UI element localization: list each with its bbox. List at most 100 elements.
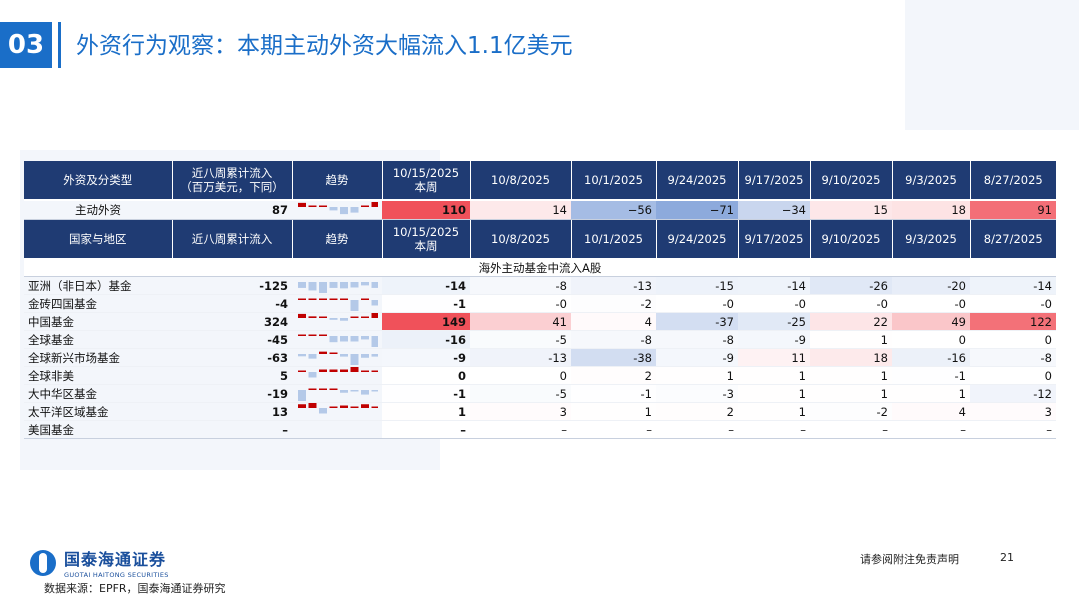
weekly-flow-value: 2 xyxy=(571,366,656,385)
weekly-flow-value: – xyxy=(382,420,470,439)
column-header: 9/17/2025 xyxy=(738,219,811,260)
trend-sparkline xyxy=(298,298,378,311)
trend-bar xyxy=(361,205,369,207)
trend-cell xyxy=(292,330,382,349)
weekly-flow-value: -9 xyxy=(738,330,810,349)
weekly-flow-value: 91 xyxy=(970,200,1056,220)
trend-bar xyxy=(329,282,338,288)
trend-bar xyxy=(361,282,369,286)
table-row: 太平洋区域基金 13 1 3 1 2 1 -2 4 3 xyxy=(24,402,1056,421)
weekly-flow-value: 11 xyxy=(738,348,810,367)
subheader-label: 海外主动基金中流入A股 xyxy=(24,259,1056,277)
column-header: 近八周累计流入 xyxy=(172,219,293,260)
weekly-flow-value: 2 xyxy=(656,402,738,421)
trend-bar xyxy=(361,336,369,340)
row-label: 全球新兴市场基金 xyxy=(24,348,172,367)
column-header: 国家与地区 xyxy=(24,219,173,260)
weekly-flow-value: 22 xyxy=(810,312,892,331)
weekly-flow-value: -1 xyxy=(382,294,470,313)
trend-sparkline xyxy=(298,403,378,414)
weekly-flow-value: 0 xyxy=(892,330,970,349)
trend-bar xyxy=(361,298,369,300)
column-header: 9/17/2025 xyxy=(738,161,811,201)
table-row: 全球新兴市场基金 -63 -9 -13 -38 -9 11 18 -16 -8 xyxy=(24,348,1056,367)
weekly-flow-value: -15 xyxy=(656,276,738,295)
weekly-flow-value: -5 xyxy=(470,384,571,403)
weekly-flow-value: 18 xyxy=(892,200,970,220)
weekly-flow-value: -16 xyxy=(892,348,970,367)
weekly-flow-value: -25 xyxy=(738,312,810,331)
trend-cell xyxy=(292,200,382,220)
trend-bar xyxy=(350,282,359,288)
table-row: 全球非美 5 0 0 2 1 1 1 -1 0 xyxy=(24,366,1056,385)
trend-bar xyxy=(371,406,378,408)
table-row: 亚洲（非日本）基金 -125 -14 -8 -13 -15 -14 -26 -20 -14 xyxy=(24,276,1056,295)
trend-bar xyxy=(308,354,317,359)
cumulative-flow-value: – xyxy=(172,420,292,439)
trend-bar xyxy=(329,298,338,300)
cumulative-flow-value: -45 xyxy=(172,330,292,349)
weekly-flow-value: −71 xyxy=(656,200,738,220)
trend-cell xyxy=(292,348,382,367)
trend-bar xyxy=(350,206,359,213)
trend-bar xyxy=(308,403,317,408)
row-label: 全球非美 xyxy=(24,366,172,385)
trend-sparkline xyxy=(298,201,378,214)
weekly-flow-value: 1 xyxy=(810,384,892,403)
trend-bar xyxy=(308,388,317,390)
column-header: 9/10/2025 xyxy=(810,219,893,260)
section-divider xyxy=(58,22,61,68)
weekly-flow-value: – xyxy=(892,420,970,439)
trend-bar xyxy=(340,318,348,321)
weekly-flow-value: -9 xyxy=(656,348,738,367)
trend-bar xyxy=(329,336,338,343)
company-logo: 国泰海通证券 GUOTAI HAITONG SECURITIES xyxy=(30,546,169,579)
row-label: 主动外资 xyxy=(24,200,172,220)
trend-bar xyxy=(340,354,348,357)
trend-bar xyxy=(329,352,338,354)
weekly-flow-value: 149 xyxy=(382,312,470,331)
weekly-flow-value: -0 xyxy=(892,294,970,313)
trend-bar xyxy=(319,351,327,354)
trend-sparkline xyxy=(296,421,378,438)
cumulative-flow-value: 5 xyxy=(172,366,292,385)
weekly-flow-value: -8 xyxy=(970,348,1056,367)
trend-bar xyxy=(329,369,338,372)
weekly-flow-value: -38 xyxy=(571,348,656,367)
table-header-row: 外资及分类型 近八周累计流入 （百万美元，下同） 趋势 10/15/2025 本周 10/8… xyxy=(24,161,1056,201)
row-label: 美国基金 xyxy=(24,420,172,439)
weekly-flow-value: -1 xyxy=(571,384,656,403)
weekly-flow-value: -14 xyxy=(738,276,810,295)
trend-bar xyxy=(298,390,306,401)
column-header: 8/27/2025 xyxy=(970,219,1056,260)
trend-cell xyxy=(292,384,382,403)
logo-name-en: GUOTAI HAITONG SECURITIES xyxy=(64,571,169,579)
column-header: 10/8/2025 xyxy=(470,219,572,260)
trend-bar xyxy=(319,282,327,293)
column-header: 9/10/2025 xyxy=(810,161,893,201)
weekly-flow-value: 0 xyxy=(970,366,1056,385)
weekly-flow-value: -8 xyxy=(470,276,571,295)
weekly-flow-value: -14 xyxy=(970,276,1056,295)
weekly-flow-value: 3 xyxy=(470,402,571,421)
weekly-flow-value: – xyxy=(470,420,571,439)
cumulative-flow-value: 324 xyxy=(172,312,292,331)
column-header: 近八周累计流入 （百万美元，下同） xyxy=(172,161,293,201)
trend-bar xyxy=(371,370,378,372)
weekly-flow-value: 110 xyxy=(382,200,470,220)
trend-bar xyxy=(319,205,327,207)
weekly-flow-value: -0 xyxy=(470,294,571,313)
weekly-flow-value: 1 xyxy=(382,402,470,421)
trend-bar xyxy=(340,298,348,300)
trend-bar xyxy=(329,388,338,390)
foreign-flow-table: 外资及分类型 近八周累计流入 （百万美元，下同） 趋势 10/15/2025 本周 10/8… xyxy=(24,161,1056,439)
trend-bar xyxy=(329,406,338,408)
column-header: 9/24/2025 xyxy=(656,219,739,260)
weekly-flow-value: -13 xyxy=(470,348,571,367)
trend-bar xyxy=(371,390,378,392)
trend-cell xyxy=(292,312,382,331)
trend-bar xyxy=(319,298,327,300)
trend-sparkline xyxy=(298,367,378,378)
cumulative-flow-value: -19 xyxy=(172,384,292,403)
logo-name-cn: 国泰海通证券 xyxy=(64,550,167,569)
